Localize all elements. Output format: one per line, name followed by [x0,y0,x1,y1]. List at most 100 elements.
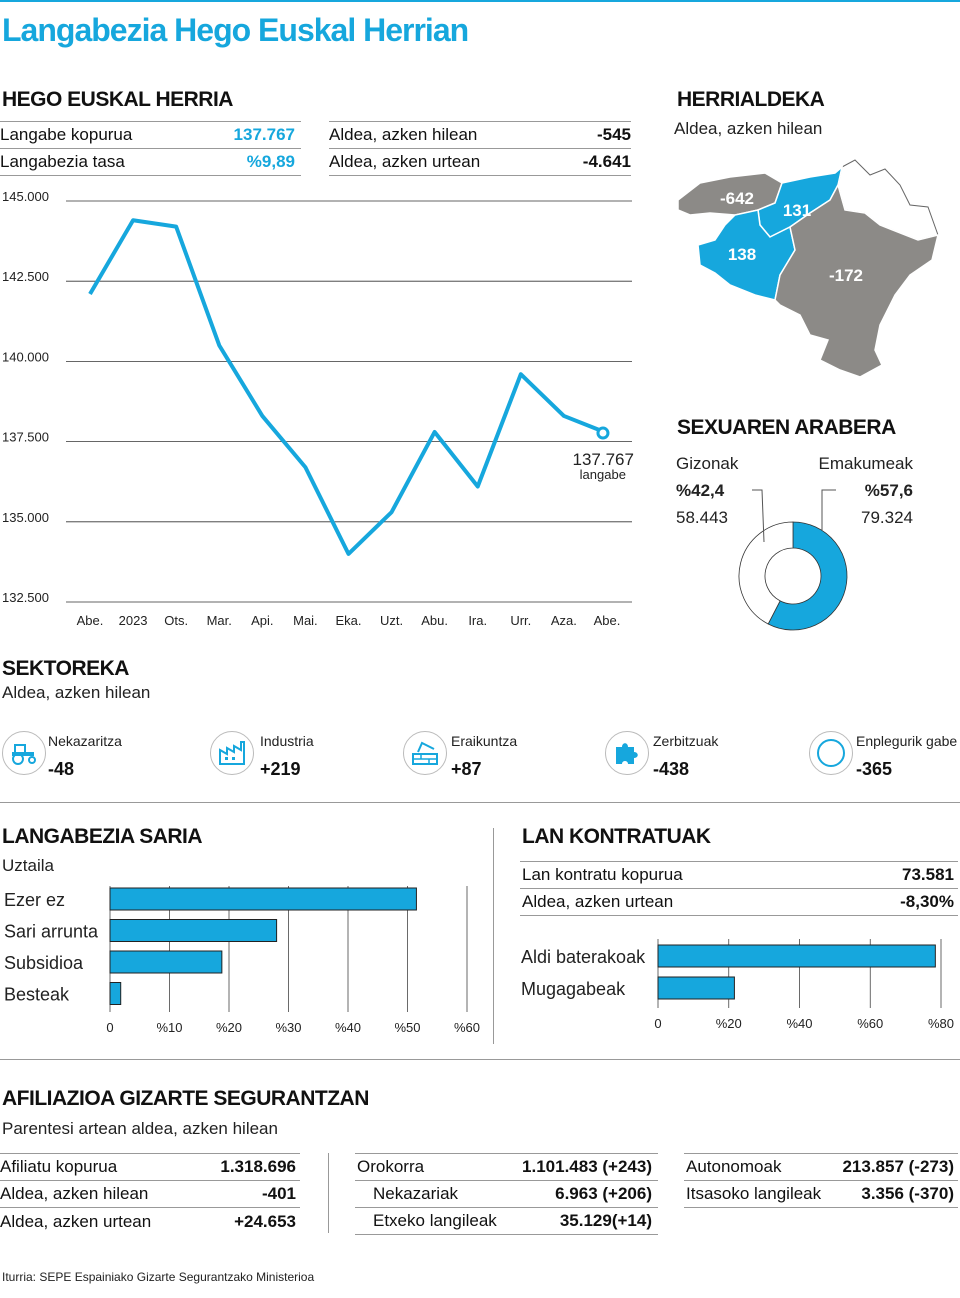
women-label: Emakumeak [818,454,913,473]
x-tick-label: %60 [454,1020,480,1035]
x-tick-label: Mai. [293,613,318,628]
stat-label: Aldea, azken hilean [329,125,478,144]
region-map: -642 131 138 -172 [677,159,940,378]
stat-row: Aldea, azken urtean -4.641 [329,149,631,176]
stat-label: Langabezia tasa [0,152,125,171]
bar [657,944,936,968]
x-tick-label: %60 [857,1016,883,1031]
x-tick-label: Ots. [164,613,188,628]
stat-row: Itsasoko langileak 3.356 (-370) [684,1181,958,1208]
men-label: Gizonak [676,454,739,473]
x-tick-label: Mar. [207,613,232,628]
hego-heading: HEGO EUSKAL HERRIA [2,88,233,111]
stat-label: Etxeko langileak [373,1211,497,1230]
map-value-nafarroa: -172 [829,266,863,285]
x-tick-label: Uzt. [380,613,403,628]
map-region-nafarroa [774,182,940,378]
y-tick-label: 142.500 [2,269,49,284]
stat-value: 35.129(+14) [559,1211,652,1230]
saria-heading: LANGABEZIA SARIA [2,825,203,848]
x-tick-label: %10 [156,1020,182,1035]
x-tick-label: Eka. [335,613,361,628]
vertical-divider [493,828,494,1044]
stat-row: Orokorra 1.101.483 (+243) [355,1154,658,1181]
category-label: Besteak [4,985,70,1005]
x-tick-label: Api. [251,613,273,628]
stat-row: Aldea, azken hilean -545 [329,122,631,149]
construction-icon [403,731,447,775]
sector-item: Enplegurik gabe -365 [809,731,957,780]
stat-row: Nekazariak 6.963 (+206) [355,1181,658,1208]
bar [657,976,735,1000]
women-count: 79.324 [861,508,913,527]
stat-value: -545 [596,125,631,144]
category-label: Mugagabeak [521,979,626,999]
divider [0,802,960,803]
x-tick-label: %20 [216,1020,242,1035]
category-label: Subsidioa [4,953,84,973]
x-tick-label: 0 [654,1016,661,1031]
stat-value: 73.581 [902,865,954,884]
y-tick-label: 137.500 [2,430,49,445]
y-tick-label: 135.000 [2,510,49,525]
x-tick-label: %40 [335,1020,361,1035]
slice-gizonak [738,521,794,625]
sektoreka-subtitle: Aldea, azken hilean [2,683,151,702]
x-tick-label: Ira. [468,613,487,628]
stat-value: 137.767 [233,125,295,144]
stat-label: Nekazariak [373,1184,459,1203]
sector-name: Enplegurik gabe [856,733,958,749]
stat-value: 3.356 (-370) [861,1184,954,1203]
stat-row: Lan kontratu kopurua 73.581 [520,862,958,889]
y-tick-label: 145.000 [2,189,49,204]
ring-icon [809,731,853,775]
category-label: Aldi baterakoak [521,947,646,967]
end-unit-label: langabe [580,467,626,482]
bar [109,950,223,974]
kontratuak-stats: Lan kontratu kopurua 73.581 Aldea, azken… [520,861,958,916]
stat-value: -4.641 [582,152,631,171]
line-chart: 145.000 142.500 140.000 137.500 135.000 132.5… [2,189,634,628]
sector-value: -48 [48,759,75,779]
bar [109,919,278,942]
end-value-label: 137.767 [573,450,634,469]
factory-icon [210,731,254,775]
x-tick-label: Urr. [510,613,531,628]
x-tick-label: Abe. [77,613,104,628]
y-tick-label: 132.500 [2,590,49,605]
stat-row: Aldea, azken urtean +24.653 [0,1208,300,1235]
map-value-araba: 138 [728,245,756,264]
sexua-heading: SEXUAREN ARABERA [677,416,896,439]
x-tick-label: 2023 [119,613,148,628]
stat-label: Autonomoak [686,1157,782,1176]
sector-item: Eraikuntza +87 [403,731,517,780]
saria-subtitle: Uztaila [2,856,54,875]
stat-row: Aldea, azken hilean -401 [0,1181,300,1208]
stat-value: +24.653 [234,1211,296,1231]
gender-donut-chart [738,489,848,631]
stat-row: Afiliatu kopurua 1.318.696 [0,1154,300,1181]
stat-label: Orokorra [357,1157,425,1176]
x-tick-label: %30 [275,1020,301,1035]
sector-value: -365 [856,759,893,779]
men-pct: %42,4 [676,481,725,500]
sector-value: +219 [260,759,301,779]
afiliazioa-col-1: Afiliatu kopurua 1.318.696 Aldea, azken h… [0,1153,300,1235]
stat-label: Afiliatu kopurua [0,1157,118,1176]
sector-name: Nekazaritza [48,733,122,749]
end-point-marker [596,426,610,440]
tractor-icon [2,731,46,775]
divider [0,1059,960,1060]
slice-emakumeak [767,521,848,631]
sector-item: Industria +219 [210,731,314,780]
sector-name: Industria [260,733,314,749]
sector-item: Zerbitzuak -438 [605,731,718,780]
map-value-gipuzkoa: 131 [783,201,811,220]
stat-label: Aldea, azken urtean [0,1211,152,1231]
hego-stats-right: Aldea, azken hilean -545 Aldea, azken ur… [329,121,631,176]
stat-row: Aldea, azken urtean -8,30% [520,889,958,916]
sector-item: Nekazaritza -48 [2,731,122,780]
x-tick-label: 0 [106,1020,113,1035]
women-pct: %57,6 [864,481,913,500]
stat-label: Aldea, azken hilean [0,1184,149,1203]
